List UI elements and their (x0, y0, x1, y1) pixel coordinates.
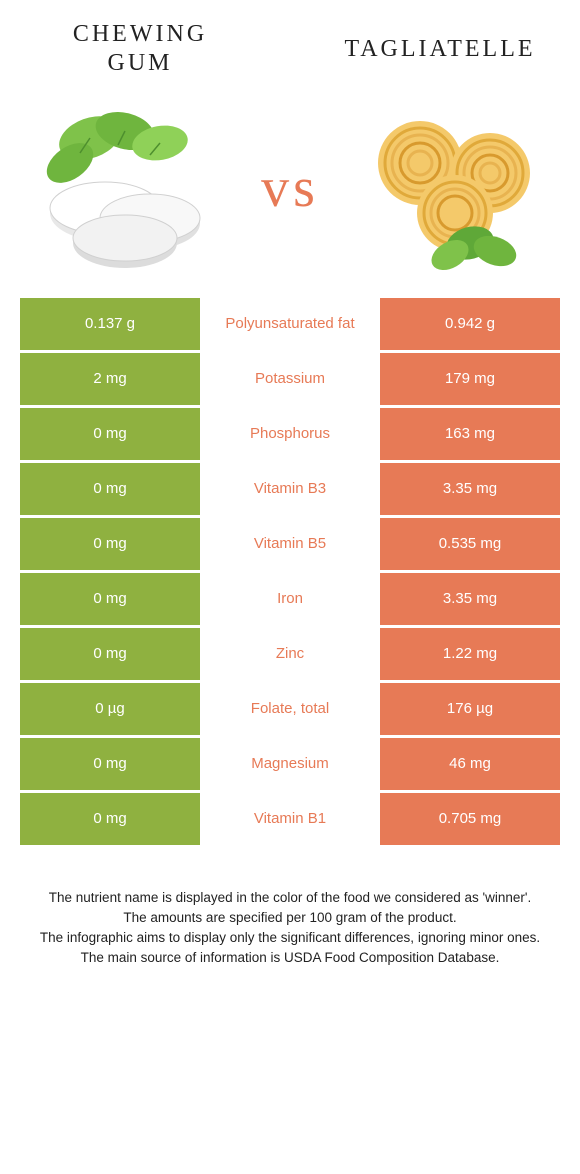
nutrient-row: 0.137 gPolyunsaturated fat0.942 g (20, 298, 560, 350)
chewing-gum-image (30, 103, 220, 273)
right-value: 0.942 g (380, 298, 560, 350)
nutrient-row: 0 mgVitamin B10.705 mg (20, 793, 560, 845)
pasta-icon (360, 103, 550, 273)
nutrient-name: Vitamin B5 (200, 518, 380, 570)
footer-line4: The main source of information is USDA F… (30, 948, 550, 968)
left-value: 0 mg (20, 408, 200, 460)
left-value: 0 mg (20, 463, 200, 515)
right-value: 163 mg (380, 408, 560, 460)
nutrient-row: 0 mgPhosphorus163 mg (20, 408, 560, 460)
right-value: 46 mg (380, 738, 560, 790)
right-value: 1.22 mg (380, 628, 560, 680)
footer-line1: The nutrient name is displayed in the co… (30, 888, 550, 908)
right-value: 3.35 mg (380, 463, 560, 515)
nutrient-row: 2 mgPotassium179 mg (20, 353, 560, 405)
vs-label: vs (261, 156, 319, 220)
nutrient-row: 0 mgVitamin B33.35 mg (20, 463, 560, 515)
right-food-title: tagliatelle (340, 20, 540, 78)
left-value: 0 mg (20, 518, 200, 570)
nutrient-name: Magnesium (200, 738, 380, 790)
right-value: 176 µg (380, 683, 560, 735)
footer-line3: The infographic aims to display only the… (30, 928, 550, 948)
left-food-title: chewing gum (40, 20, 240, 78)
nutrient-name: Zinc (200, 628, 380, 680)
nutrient-name: Polyunsaturated fat (200, 298, 380, 350)
nutrient-name: Phosphorus (200, 408, 380, 460)
header: chewing gum tagliatelle (0, 0, 580, 88)
right-title-text: tagliatelle (344, 36, 535, 62)
nutrient-row: 0 mgZinc1.22 mg (20, 628, 560, 680)
tagliatelle-image (360, 103, 550, 273)
images-row: vs (0, 88, 580, 288)
left-value: 0 mg (20, 628, 200, 680)
left-value: 2 mg (20, 353, 200, 405)
right-value: 0.535 mg (380, 518, 560, 570)
nutrient-row: 0 µgFolate, total176 µg (20, 683, 560, 735)
nutrient-row: 0 mgMagnesium46 mg (20, 738, 560, 790)
footer-line2: The amounts are specified per 100 gram o… (30, 908, 550, 928)
gum-icon (30, 103, 220, 273)
left-value: 0 µg (20, 683, 200, 735)
right-value: 0.705 mg (380, 793, 560, 845)
left-value: 0 mg (20, 738, 200, 790)
nutrient-name: Folate, total (200, 683, 380, 735)
right-value: 3.35 mg (380, 573, 560, 625)
nutrient-name: Iron (200, 573, 380, 625)
nutrient-row: 0 mgVitamin B50.535 mg (20, 518, 560, 570)
footer-notes: The nutrient name is displayed in the co… (0, 848, 580, 969)
left-value: 0 mg (20, 793, 200, 845)
left-value: 0.137 g (20, 298, 200, 350)
nutrient-name: Vitamin B1 (200, 793, 380, 845)
nutrient-row: 0 mgIron3.35 mg (20, 573, 560, 625)
nutrient-name: Vitamin B3 (200, 463, 380, 515)
right-value: 179 mg (380, 353, 560, 405)
left-title-line2: gum (107, 50, 172, 76)
left-value: 0 mg (20, 573, 200, 625)
nutrient-name: Potassium (200, 353, 380, 405)
nutrient-table: 0.137 gPolyunsaturated fat0.942 g2 mgPot… (20, 298, 560, 845)
left-title-line1: chewing (73, 21, 207, 47)
